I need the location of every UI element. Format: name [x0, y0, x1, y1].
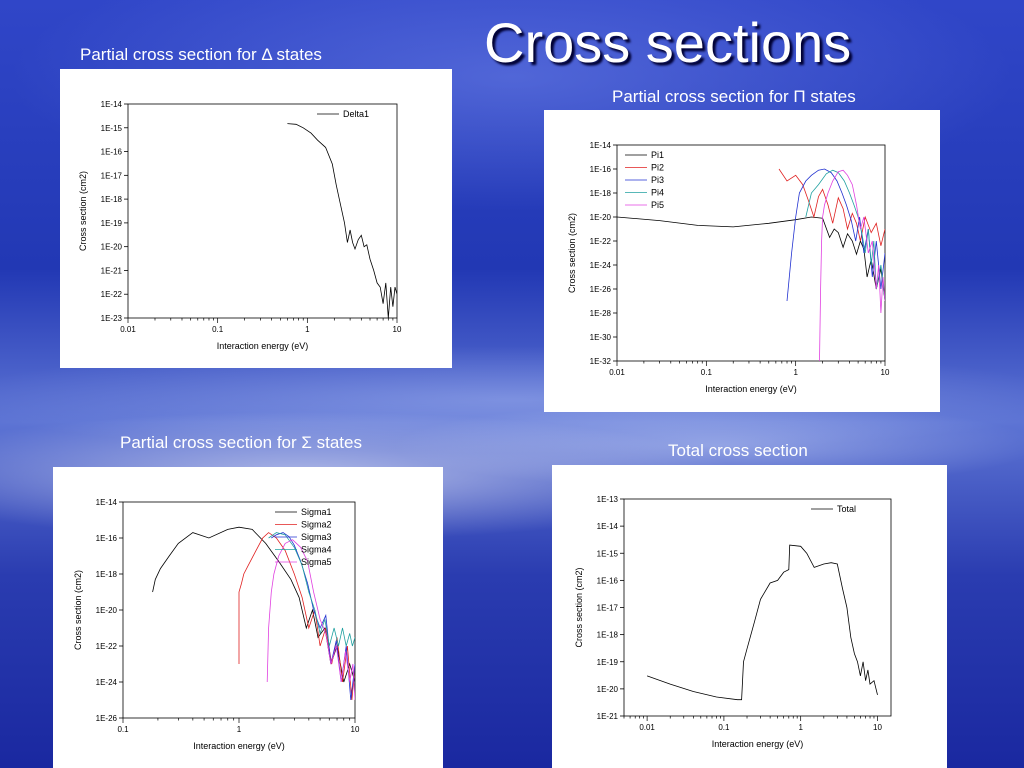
legend-label: Pi2 [651, 163, 664, 173]
legend-label: Sigma3 [301, 532, 332, 542]
y-tick-label: 1E-32 [590, 357, 612, 366]
chart-total-svg: 1E-21 1E-20 1E-19 1E-18 1E-17 1E-16 1E-15 1E-14… [574, 495, 892, 749]
y-tick-label: 1E-16 [597, 576, 619, 585]
y-tick-label: 1E-13 [597, 495, 619, 504]
y-tick-label: 1E-26 [590, 285, 612, 294]
y-tick-label: 1E-14 [597, 522, 619, 531]
slide-title: Cross sections [484, 11, 852, 74]
series-line-delta1 [287, 123, 397, 318]
legend-label: Pi4 [651, 188, 664, 198]
y-tick-label: 1E-20 [597, 685, 619, 694]
y-tick-label: 1E-28 [590, 309, 612, 318]
y-tick-label: 1E-18 [590, 189, 612, 198]
x-tick-label: 10 [873, 723, 882, 732]
legend-label: Pi5 [651, 200, 664, 210]
series-line-sigma2 [238, 532, 355, 701]
y-tick-label: 1E-16 [96, 534, 118, 543]
y-tick-label: 1E-23 [101, 314, 123, 323]
x-axis-label: Interaction energy (eV) [217, 341, 309, 351]
x-tick-label: 10 [881, 368, 890, 377]
x-tick-label: 0.01 [639, 723, 655, 732]
caption-sigma: Partial cross section for Σ states [120, 433, 362, 452]
x-tick-label: 0.1 [718, 723, 730, 732]
series-line-total [646, 544, 878, 701]
y-tick-label: 1E-14 [590, 141, 612, 150]
series-line-pi2 [778, 168, 885, 246]
series-line-pi3 [786, 168, 885, 302]
chart-panel-total: 1E-21 1E-20 1E-19 1E-18 1E-17 1E-16 1E-15 1E-14… [552, 465, 947, 768]
y-tick-label: 1E-17 [101, 171, 123, 180]
y-axis-label: Cross section (cm2) [78, 171, 88, 251]
y-tick-label: 1E-14 [96, 498, 118, 507]
y-tick-label: 1E-19 [101, 219, 123, 228]
series-line-pi4 [805, 169, 885, 302]
y-tick-label: 1E-26 [96, 714, 118, 723]
y-tick-label: 1E-24 [590, 261, 612, 270]
y-tick-label: 1E-20 [101, 243, 123, 252]
series-line-pi5 [819, 169, 885, 361]
x-tick-label: 0.01 [609, 368, 625, 377]
chart-panel-sigma: 1E-26 1E-24 1E-22 1E-20 1E-18 1E-16 1E-14 0.1 1 1… [53, 467, 443, 768]
x-tick-label: 1 [793, 368, 798, 377]
chart-sigma-svg: 1E-26 1E-24 1E-22 1E-20 1E-18 1E-16 1E-14 0.1 1 1… [73, 498, 360, 751]
y-tick-label: 1E-20 [590, 213, 612, 222]
x-axis-label: Interaction energy (eV) [712, 739, 804, 749]
chart-pi-svg: 1E-32 1E-30 1E-28 1E-26 1E-24 1E-22 1E-20 1E-18… [567, 141, 890, 394]
y-tick-label: 1E-18 [597, 631, 619, 640]
legend-label: Delta1 [343, 109, 369, 119]
x-tick-label: 1 [305, 325, 310, 334]
y-tick-label: 1E-16 [590, 165, 612, 174]
y-tick-label: 1E-15 [597, 549, 619, 558]
plot-frame [623, 498, 892, 717]
y-tick-label: 1E-17 [597, 604, 619, 613]
x-axis-label: Interaction energy (eV) [705, 384, 797, 394]
y-tick-label: 1E-21 [101, 266, 123, 275]
series-line-pi1 [617, 216, 885, 302]
x-tick-label: 10 [351, 725, 360, 734]
x-axis-label: Interaction energy (eV) [193, 741, 285, 751]
y-tick-label: 1E-16 [101, 148, 123, 157]
y-tick-label: 1E-22 [590, 237, 612, 246]
y-axis-label: Cross section (cm2) [73, 570, 83, 650]
y-tick-label: 1E-22 [96, 642, 118, 651]
x-tick-label: 0.1 [701, 368, 713, 377]
legend-label: Sigma1 [301, 507, 332, 517]
y-tick-label: 1E-24 [96, 678, 118, 687]
chart-delta-svg: 1E-23 1E-22 1E-21 1E-20 1E-19 1E-18 1E-17 1E-16… [78, 100, 402, 351]
caption-total: Total cross section [668, 441, 808, 460]
caption-pi: Partial cross section for Π states [612, 87, 856, 106]
y-tick-label: 1E-19 [597, 658, 619, 667]
y-axis-label: Cross section (cm2) [567, 213, 577, 293]
y-axis-label: Cross section (cm2) [574, 567, 584, 647]
legend-label: Pi3 [651, 175, 664, 185]
y-tick-label: 1E-14 [101, 100, 123, 109]
legend-label: Sigma4 [301, 545, 332, 555]
plot-frame [127, 103, 398, 319]
x-tick-label: 0.1 [117, 725, 129, 734]
x-tick-label: 1 [237, 725, 242, 734]
y-tick-label: 1E-21 [597, 712, 619, 721]
y-tick-label: 1E-30 [590, 333, 612, 342]
y-tick-label: 1E-15 [101, 124, 123, 133]
legend-label: Sigma5 [301, 557, 332, 567]
x-tick-label: 0.01 [120, 325, 136, 334]
series-line-sigma5 [266, 539, 355, 701]
chart-panel-pi: 1E-32 1E-30 1E-28 1E-26 1E-24 1E-22 1E-20 1E-18… [544, 110, 940, 412]
x-tick-label: 0.1 [212, 325, 224, 334]
series-line-sigma4 [268, 532, 355, 647]
x-tick-label: 10 [393, 325, 402, 334]
y-tick-label: 1E-18 [101, 195, 123, 204]
legend-label: Sigma2 [301, 520, 332, 530]
y-tick-label: 1E-18 [96, 570, 118, 579]
y-tick-label: 1E-20 [96, 606, 118, 615]
chart-panel-delta: 1E-23 1E-22 1E-21 1E-20 1E-19 1E-18 1E-17 1E-16… [60, 69, 452, 368]
y-tick-label: 1E-22 [101, 290, 123, 299]
legend-label: Total [837, 504, 856, 514]
caption-delta: Partial cross section for Δ states [80, 45, 322, 64]
legend-label: Pi1 [651, 150, 664, 160]
x-tick-label: 1 [798, 723, 803, 732]
